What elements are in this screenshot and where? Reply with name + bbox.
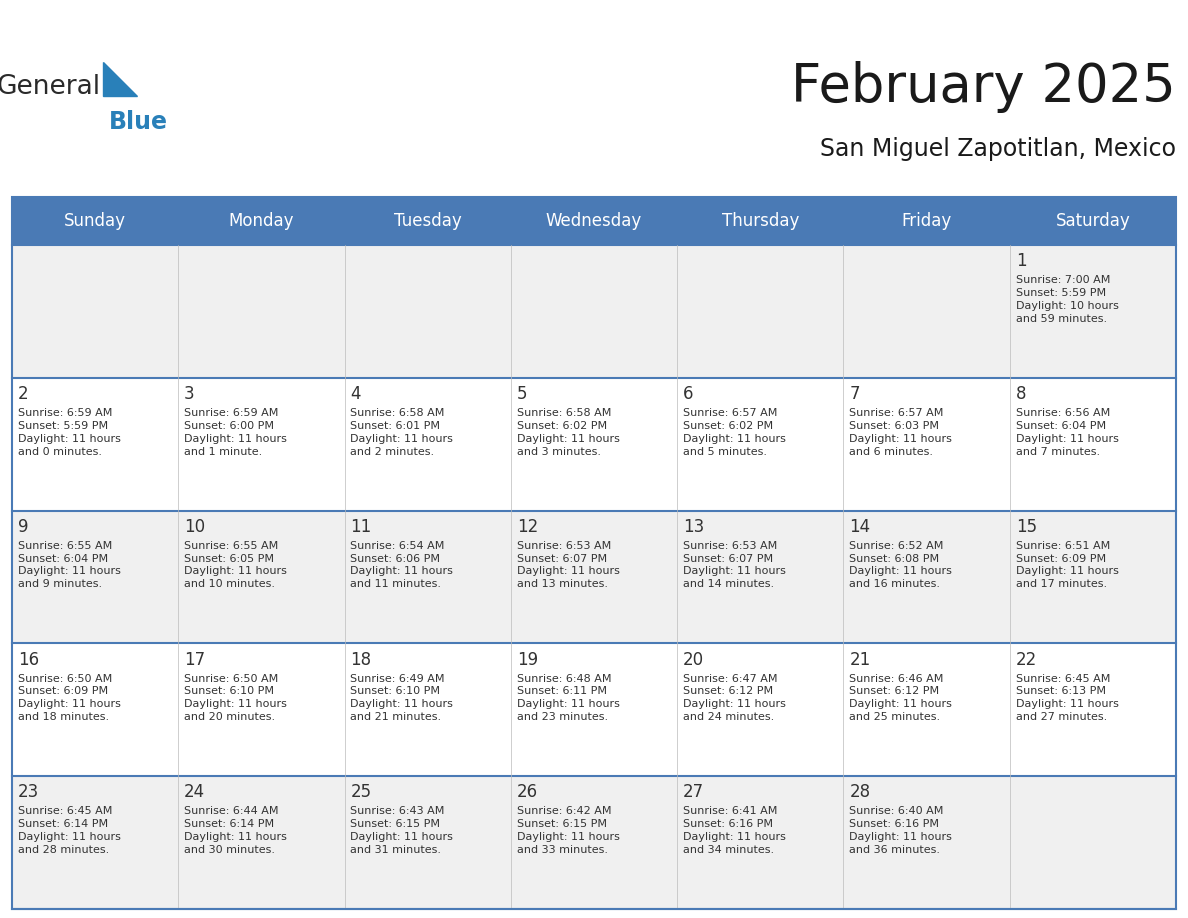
Bar xyxy=(12,644,1176,776)
Text: Sunrise: 6:47 AM
Sunset: 6:12 PM
Daylight: 11 hours
and 24 minutes.: Sunrise: 6:47 AM Sunset: 6:12 PM Dayligh… xyxy=(683,674,786,722)
Text: Sunrise: 6:53 AM
Sunset: 6:07 PM
Daylight: 11 hours
and 13 minutes.: Sunrise: 6:53 AM Sunset: 6:07 PM Dayligh… xyxy=(517,541,620,589)
Text: 23: 23 xyxy=(18,783,39,801)
Text: Sunrise: 6:53 AM
Sunset: 6:07 PM
Daylight: 11 hours
and 14 minutes.: Sunrise: 6:53 AM Sunset: 6:07 PM Dayligh… xyxy=(683,541,786,589)
Text: Sunrise: 6:55 AM
Sunset: 6:05 PM
Daylight: 11 hours
and 10 minutes.: Sunrise: 6:55 AM Sunset: 6:05 PM Dayligh… xyxy=(184,541,287,589)
Text: Sunrise: 6:59 AM
Sunset: 5:59 PM
Daylight: 11 hours
and 0 minutes.: Sunrise: 6:59 AM Sunset: 5:59 PM Dayligh… xyxy=(18,409,121,456)
Text: 17: 17 xyxy=(184,651,206,668)
Text: Tuesday: Tuesday xyxy=(393,212,462,230)
Bar xyxy=(12,776,1176,909)
Text: San Miguel Zapotitlan, Mexico: San Miguel Zapotitlan, Mexico xyxy=(820,137,1176,161)
Text: Sunrise: 6:48 AM
Sunset: 6:11 PM
Daylight: 11 hours
and 23 minutes.: Sunrise: 6:48 AM Sunset: 6:11 PM Dayligh… xyxy=(517,674,620,722)
Text: Sunrise: 6:59 AM
Sunset: 6:00 PM
Daylight: 11 hours
and 1 minute.: Sunrise: 6:59 AM Sunset: 6:00 PM Dayligh… xyxy=(184,409,287,456)
Text: 20: 20 xyxy=(683,651,704,668)
Text: Sunrise: 6:57 AM
Sunset: 6:03 PM
Daylight: 11 hours
and 6 minutes.: Sunrise: 6:57 AM Sunset: 6:03 PM Dayligh… xyxy=(849,409,953,456)
Text: 19: 19 xyxy=(517,651,538,668)
Text: Sunday: Sunday xyxy=(64,212,126,230)
Text: Sunrise: 6:40 AM
Sunset: 6:16 PM
Daylight: 11 hours
and 36 minutes.: Sunrise: 6:40 AM Sunset: 6:16 PM Dayligh… xyxy=(849,806,953,855)
Text: 24: 24 xyxy=(184,783,206,801)
Text: Sunrise: 6:50 AM
Sunset: 6:10 PM
Daylight: 11 hours
and 20 minutes.: Sunrise: 6:50 AM Sunset: 6:10 PM Dayligh… xyxy=(184,674,287,722)
Text: Sunrise: 6:54 AM
Sunset: 6:06 PM
Daylight: 11 hours
and 11 minutes.: Sunrise: 6:54 AM Sunset: 6:06 PM Dayligh… xyxy=(350,541,454,589)
Text: 9: 9 xyxy=(18,518,29,536)
Bar xyxy=(843,197,1010,245)
Bar xyxy=(511,197,677,245)
Bar xyxy=(178,197,345,245)
Text: 5: 5 xyxy=(517,386,527,403)
Text: Sunrise: 6:57 AM
Sunset: 6:02 PM
Daylight: 11 hours
and 5 minutes.: Sunrise: 6:57 AM Sunset: 6:02 PM Dayligh… xyxy=(683,409,786,456)
Text: Blue: Blue xyxy=(109,110,169,134)
Text: 7: 7 xyxy=(849,386,860,403)
Text: Sunrise: 6:56 AM
Sunset: 6:04 PM
Daylight: 11 hours
and 7 minutes.: Sunrise: 6:56 AM Sunset: 6:04 PM Dayligh… xyxy=(1016,409,1119,456)
Text: Saturday: Saturday xyxy=(1056,212,1130,230)
Text: Monday: Monday xyxy=(228,212,295,230)
Text: Sunrise: 6:45 AM
Sunset: 6:13 PM
Daylight: 11 hours
and 27 minutes.: Sunrise: 6:45 AM Sunset: 6:13 PM Dayligh… xyxy=(1016,674,1119,722)
Text: 11: 11 xyxy=(350,518,372,536)
Text: 4: 4 xyxy=(350,386,361,403)
Bar xyxy=(12,197,1176,909)
Polygon shape xyxy=(103,62,137,96)
Text: 27: 27 xyxy=(683,783,704,801)
Text: Sunrise: 7:00 AM
Sunset: 5:59 PM
Daylight: 10 hours
and 59 minutes.: Sunrise: 7:00 AM Sunset: 5:59 PM Dayligh… xyxy=(1016,275,1119,324)
Bar xyxy=(345,197,511,245)
Text: Wednesday: Wednesday xyxy=(545,212,643,230)
Text: General: General xyxy=(0,74,101,100)
Text: 25: 25 xyxy=(350,783,372,801)
Bar xyxy=(12,197,178,245)
Text: Sunrise: 6:46 AM
Sunset: 6:12 PM
Daylight: 11 hours
and 25 minutes.: Sunrise: 6:46 AM Sunset: 6:12 PM Dayligh… xyxy=(849,674,953,722)
Bar xyxy=(1010,197,1176,245)
Text: Sunrise: 6:58 AM
Sunset: 6:01 PM
Daylight: 11 hours
and 2 minutes.: Sunrise: 6:58 AM Sunset: 6:01 PM Dayligh… xyxy=(350,409,454,456)
Text: 1: 1 xyxy=(1016,252,1026,271)
Text: Sunrise: 6:45 AM
Sunset: 6:14 PM
Daylight: 11 hours
and 28 minutes.: Sunrise: 6:45 AM Sunset: 6:14 PM Dayligh… xyxy=(18,806,121,855)
Text: Sunrise: 6:58 AM
Sunset: 6:02 PM
Daylight: 11 hours
and 3 minutes.: Sunrise: 6:58 AM Sunset: 6:02 PM Dayligh… xyxy=(517,409,620,456)
Text: 21: 21 xyxy=(849,651,871,668)
Text: 6: 6 xyxy=(683,386,694,403)
Text: 8: 8 xyxy=(1016,386,1026,403)
Text: 10: 10 xyxy=(184,518,206,536)
Text: Sunrise: 6:49 AM
Sunset: 6:10 PM
Daylight: 11 hours
and 21 minutes.: Sunrise: 6:49 AM Sunset: 6:10 PM Dayligh… xyxy=(350,674,454,722)
Text: 18: 18 xyxy=(350,651,372,668)
Text: 16: 16 xyxy=(18,651,39,668)
Text: 3: 3 xyxy=(184,386,195,403)
Text: 28: 28 xyxy=(849,783,871,801)
Text: Sunrise: 6:52 AM
Sunset: 6:08 PM
Daylight: 11 hours
and 16 minutes.: Sunrise: 6:52 AM Sunset: 6:08 PM Dayligh… xyxy=(849,541,953,589)
Text: Sunrise: 6:50 AM
Sunset: 6:09 PM
Daylight: 11 hours
and 18 minutes.: Sunrise: 6:50 AM Sunset: 6:09 PM Dayligh… xyxy=(18,674,121,722)
Text: 2: 2 xyxy=(18,386,29,403)
Text: 14: 14 xyxy=(849,518,871,536)
Text: Sunrise: 6:55 AM
Sunset: 6:04 PM
Daylight: 11 hours
and 9 minutes.: Sunrise: 6:55 AM Sunset: 6:04 PM Dayligh… xyxy=(18,541,121,589)
Text: 22: 22 xyxy=(1016,651,1037,668)
Text: 13: 13 xyxy=(683,518,704,536)
Bar xyxy=(12,245,1176,378)
Text: Sunrise: 6:44 AM
Sunset: 6:14 PM
Daylight: 11 hours
and 30 minutes.: Sunrise: 6:44 AM Sunset: 6:14 PM Dayligh… xyxy=(184,806,287,855)
Bar xyxy=(12,510,1176,644)
Text: 12: 12 xyxy=(517,518,538,536)
Text: Sunrise: 6:42 AM
Sunset: 6:15 PM
Daylight: 11 hours
and 33 minutes.: Sunrise: 6:42 AM Sunset: 6:15 PM Dayligh… xyxy=(517,806,620,855)
Text: February 2025: February 2025 xyxy=(791,62,1176,113)
Text: Sunrise: 6:51 AM
Sunset: 6:09 PM
Daylight: 11 hours
and 17 minutes.: Sunrise: 6:51 AM Sunset: 6:09 PM Dayligh… xyxy=(1016,541,1119,589)
Text: 26: 26 xyxy=(517,783,538,801)
Text: Sunrise: 6:41 AM
Sunset: 6:16 PM
Daylight: 11 hours
and 34 minutes.: Sunrise: 6:41 AM Sunset: 6:16 PM Dayligh… xyxy=(683,806,786,855)
Text: 15: 15 xyxy=(1016,518,1037,536)
Bar xyxy=(677,197,843,245)
Text: Thursday: Thursday xyxy=(721,212,800,230)
Text: Friday: Friday xyxy=(902,212,952,230)
Text: Sunrise: 6:43 AM
Sunset: 6:15 PM
Daylight: 11 hours
and 31 minutes.: Sunrise: 6:43 AM Sunset: 6:15 PM Dayligh… xyxy=(350,806,454,855)
Bar xyxy=(12,378,1176,510)
